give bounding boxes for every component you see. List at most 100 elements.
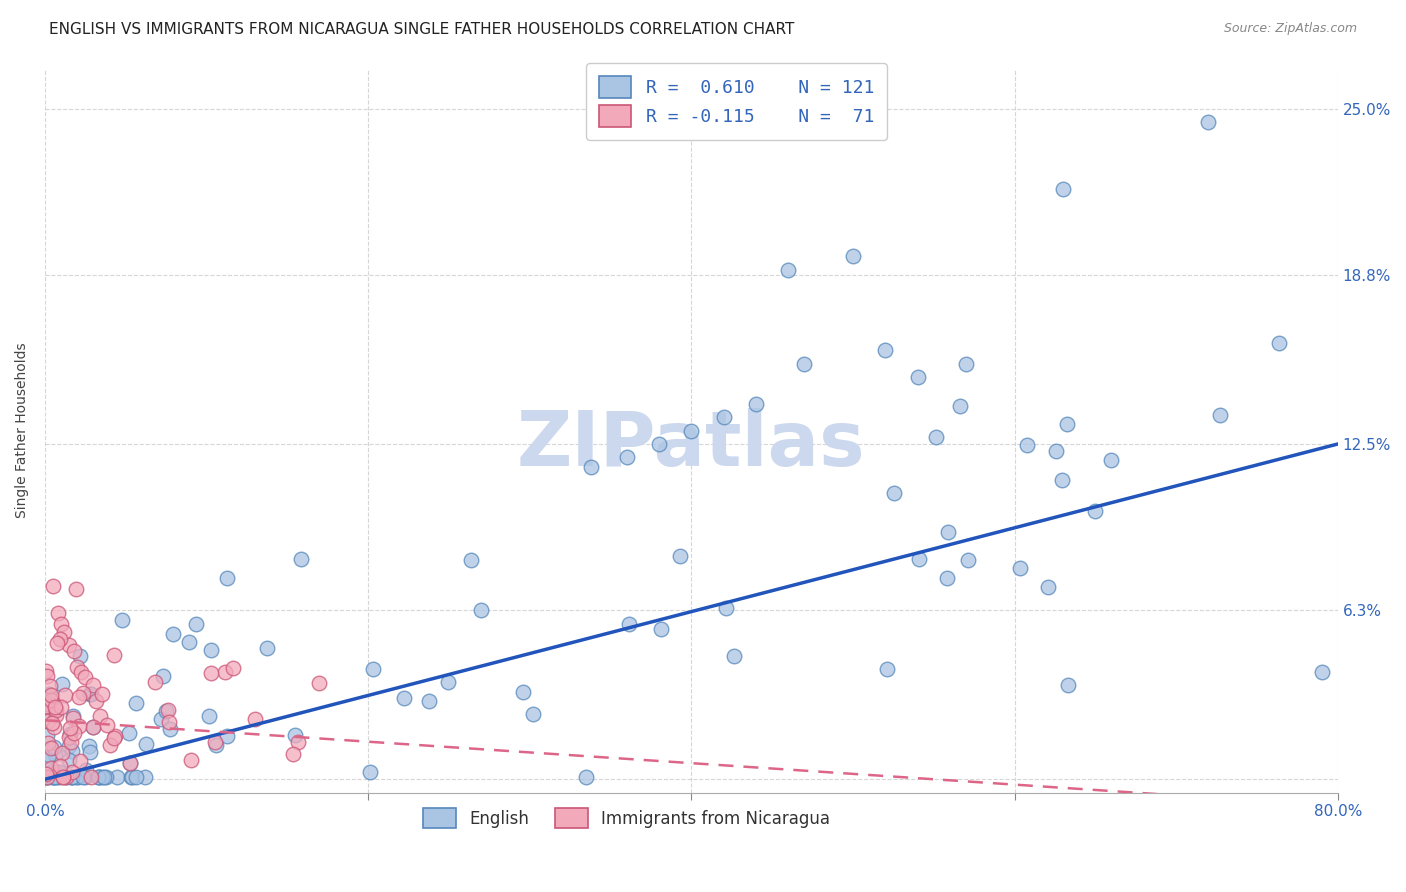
Point xyxy=(96,717,118,731)
Point xyxy=(793,357,815,371)
Point xyxy=(198,709,221,723)
Point xyxy=(287,734,309,748)
Point xyxy=(308,676,330,690)
Point xyxy=(745,397,768,411)
Point xyxy=(1268,336,1291,351)
Point xyxy=(1052,182,1074,196)
Point xyxy=(34,695,56,709)
Point xyxy=(45,703,67,717)
Point xyxy=(1198,115,1220,129)
Point xyxy=(42,579,65,593)
Point xyxy=(162,627,184,641)
Point xyxy=(66,770,89,784)
Point xyxy=(284,728,307,742)
Point xyxy=(256,640,278,655)
Point xyxy=(48,770,70,784)
Point xyxy=(82,720,104,734)
Point xyxy=(93,770,115,784)
Point xyxy=(62,711,84,725)
Point xyxy=(37,770,59,784)
Point xyxy=(103,731,125,746)
Point xyxy=(37,714,59,729)
Point xyxy=(157,704,180,718)
Point xyxy=(908,552,931,566)
Point xyxy=(616,450,638,465)
Point xyxy=(38,687,60,701)
Point xyxy=(69,665,91,679)
Point xyxy=(58,754,80,768)
Point xyxy=(1057,678,1080,692)
Point xyxy=(120,756,142,770)
Text: Source: ZipAtlas.com: Source: ZipAtlas.com xyxy=(1223,22,1357,36)
Point xyxy=(512,685,534,699)
Point xyxy=(51,746,73,760)
Point xyxy=(134,770,156,784)
Point xyxy=(522,706,544,721)
Point xyxy=(45,707,67,722)
Point xyxy=(778,262,800,277)
Point xyxy=(159,722,181,736)
Point xyxy=(80,687,103,701)
Point xyxy=(39,692,62,706)
Point xyxy=(437,675,460,690)
Point xyxy=(67,719,90,733)
Point xyxy=(51,677,73,691)
Point xyxy=(38,679,60,693)
Point xyxy=(69,649,91,664)
Point xyxy=(392,691,415,706)
Point xyxy=(96,770,118,784)
Point xyxy=(82,719,104,733)
Point xyxy=(37,770,59,784)
Point xyxy=(716,601,738,615)
Point xyxy=(60,770,83,784)
Point xyxy=(650,622,672,636)
Point xyxy=(936,525,959,540)
Point xyxy=(35,728,58,742)
Point xyxy=(957,553,980,567)
Point xyxy=(1208,408,1230,422)
Point xyxy=(883,485,905,500)
Point xyxy=(89,709,111,723)
Point xyxy=(44,700,66,714)
Point xyxy=(75,763,97,777)
Point xyxy=(60,770,83,784)
Point xyxy=(41,770,63,784)
Point xyxy=(49,616,72,631)
Point xyxy=(58,739,80,753)
Point xyxy=(52,770,75,784)
Point xyxy=(470,603,492,617)
Point xyxy=(222,661,245,675)
Point xyxy=(72,686,94,700)
Point xyxy=(39,688,62,702)
Point xyxy=(63,726,86,740)
Point xyxy=(44,770,66,784)
Point xyxy=(177,634,200,648)
Point xyxy=(1038,580,1060,594)
Point xyxy=(1310,665,1333,679)
Point xyxy=(65,770,87,784)
Point xyxy=(200,665,222,680)
Point xyxy=(65,582,87,596)
Point xyxy=(79,687,101,701)
Point xyxy=(575,770,598,784)
Point xyxy=(1050,473,1073,487)
Point xyxy=(35,770,58,784)
Point xyxy=(53,624,76,639)
Legend: English, Immigrants from Nicaragua: English, Immigrants from Nicaragua xyxy=(416,801,837,835)
Point xyxy=(34,697,56,711)
Point xyxy=(149,712,172,726)
Point xyxy=(35,770,58,784)
Point xyxy=(186,616,208,631)
Point xyxy=(121,770,143,784)
Point xyxy=(49,632,72,647)
Point xyxy=(58,638,80,652)
Text: ZIPatlas: ZIPatlas xyxy=(517,408,866,482)
Point xyxy=(35,665,58,679)
Point xyxy=(460,553,482,567)
Point xyxy=(215,729,238,743)
Point xyxy=(204,738,226,752)
Point xyxy=(42,770,65,784)
Point xyxy=(82,678,104,692)
Point xyxy=(681,424,703,438)
Point xyxy=(59,727,82,741)
